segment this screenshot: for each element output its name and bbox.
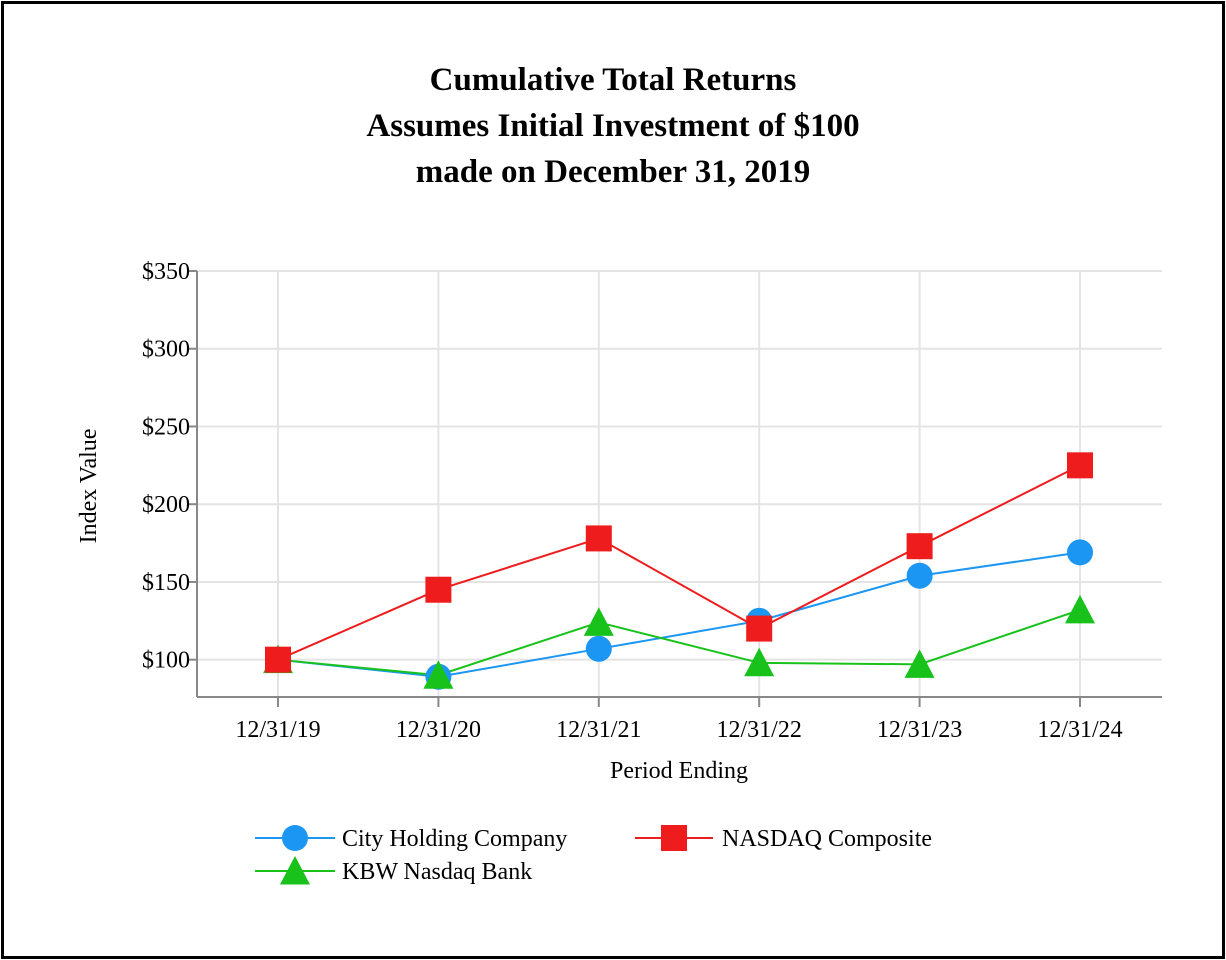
legend-label-nasdaq-composite: NASDAQ Composite — [722, 826, 932, 852]
series-lines — [277, 464, 1081, 678]
x-tick-label: 12/31/22 — [717, 717, 802, 743]
data-point-city-holding-company — [585, 635, 612, 662]
series-line-kbw-nasdaq-bank — [277, 608, 1081, 677]
data-point-nasdaq-composite — [746, 615, 773, 642]
y-axis-title: Index Value — [76, 429, 102, 544]
data-point-nasdaq-composite — [1067, 452, 1093, 479]
legend-label-city-holding-company: City Holding Company — [342, 826, 567, 852]
series-line-nasdaq-composite — [277, 464, 1081, 661]
x-axis-title: Period Ending — [610, 758, 748, 784]
x-tick-label: 12/31/24 — [1037, 717, 1122, 743]
grid — [197, 270, 1162, 697]
data-point-nasdaq-composite — [906, 533, 933, 560]
y-tick-label: $200 — [142, 492, 190, 518]
data-point-nasdaq-composite — [585, 525, 612, 552]
y-tick-label: $300 — [142, 337, 190, 363]
legend-marker-city-holding-company — [282, 825, 308, 851]
legend-marker-nasdaq-composite — [661, 825, 687, 851]
legend-marker-kbw-nasdaq-bank — [280, 856, 310, 885]
data-point-kbw-nasdaq-bank — [423, 660, 454, 689]
y-tick-label: $100 — [142, 648, 190, 674]
x-tick-label: 12/31/23 — [877, 717, 962, 743]
chart-title-line-2: Assumes Initial Investment of $100 — [366, 108, 860, 144]
y-tick-label: $150 — [142, 570, 190, 596]
data-point-kbw-nasdaq-bank — [583, 607, 614, 636]
legend: City Holding Company NASDAQ Composite KBW … — [255, 825, 932, 885]
series-line-city-holding-company — [277, 551, 1081, 678]
data-point-nasdaq-composite — [425, 576, 452, 603]
chart-title-line-1: Cumulative Total Returns — [429, 62, 797, 98]
x-tick-label: 12/31/19 — [235, 717, 320, 743]
data-point-kbw-nasdaq-bank — [744, 647, 775, 677]
data-point-kbw-nasdaq-bank — [1065, 594, 1095, 624]
y-tick-label: $250 — [142, 414, 190, 440]
data-point-city-holding-company — [1067, 539, 1093, 566]
series-markers — [263, 452, 1095, 690]
data-point-nasdaq-composite — [265, 646, 291, 673]
data-point-city-holding-company — [906, 562, 933, 589]
y-tick-label: $350 — [142, 259, 190, 285]
x-tick-label: 12/31/20 — [396, 717, 481, 743]
chart-title-line-3: made on December 31, 2019 — [415, 154, 811, 190]
x-tick-label: 12/31/21 — [556, 717, 641, 743]
axes — [187, 270, 1162, 707]
axis-labels: $100 $150 $200 $250 $300 $350 12/31/19 12/31/20… — [76, 259, 1123, 784]
data-point-kbw-nasdaq-bank — [904, 649, 935, 678]
legend-label-kbw-nasdaq-bank: KBW Nasdaq Bank — [342, 859, 532, 885]
